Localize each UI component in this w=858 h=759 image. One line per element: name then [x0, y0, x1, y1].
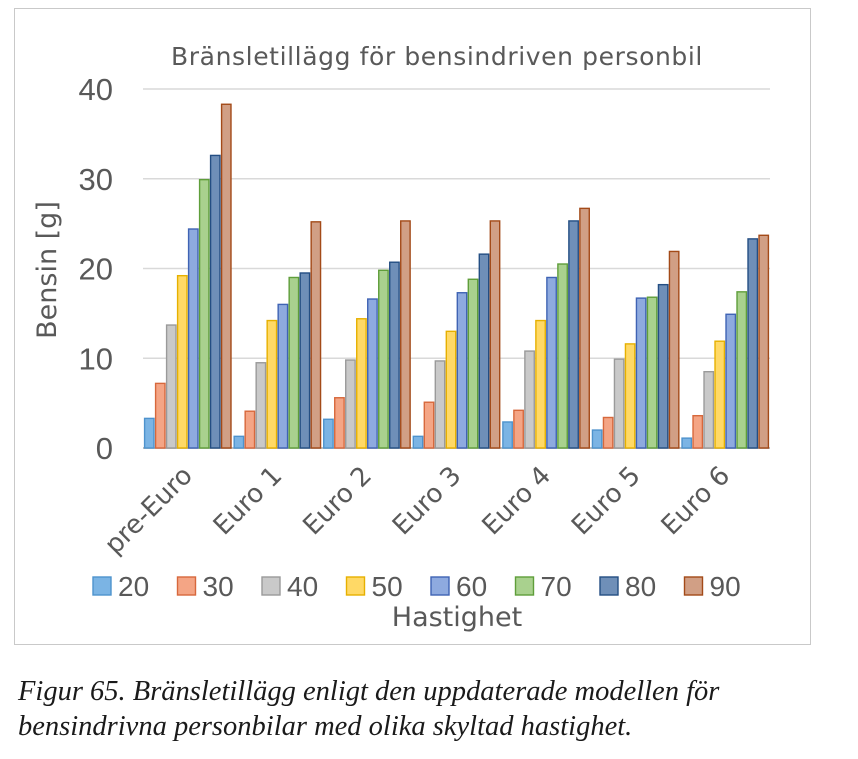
caption-line-2: bensindrivna personbilar med olika skylt…: [18, 711, 633, 742]
x-axis-label: Hastighet: [392, 602, 522, 633]
bar-euro-2-60: [367, 298, 378, 449]
bar-euro-2-50: [356, 318, 367, 449]
bar-euro-1-60: [277, 303, 289, 449]
bar-pre-euro-80: [209, 154, 221, 449]
bar-euro-4-80: [568, 220, 579, 449]
bar-euro-1-90: [310, 221, 322, 449]
y-tick-label: 0: [96, 431, 113, 466]
bar-euro-3-40: [434, 360, 446, 449]
bar-euro-2-90: [400, 220, 411, 449]
bar-chart: Bränsletillägg för bensindriven personbi…: [32, 42, 770, 633]
bar-euro-2-70: [378, 269, 389, 449]
bar-euro-6-30: [692, 414, 704, 449]
bar-euro-6-80: [747, 238, 759, 449]
bar-euro-6-60: [725, 313, 737, 449]
bar-euro-4-50: [535, 319, 546, 449]
legend-swatch-60: [430, 576, 450, 596]
bar-euro-6-50: [714, 340, 726, 449]
bar-euro-4-20: [502, 421, 513, 449]
x-tick-label: Euro 5: [566, 461, 646, 541]
x-tick-label: Euro 1: [208, 461, 288, 541]
bar-pre-euro-50: [176, 274, 188, 449]
bar-euro-1-30: [244, 410, 256, 449]
y-tick-label: 20: [79, 252, 113, 287]
y-tick-label: 10: [79, 341, 113, 376]
bars: [143, 103, 770, 449]
bar-pre-euro-70: [198, 178, 210, 449]
bar-euro-4-70: [557, 263, 568, 449]
bar-euro-2-80: [389, 261, 400, 449]
legend-label-90: 90: [710, 571, 741, 602]
bar-euro-5-40: [613, 358, 625, 449]
bar-euro-3-80: [478, 253, 490, 449]
legend-label-40: 40: [287, 571, 318, 602]
bar-euro-5-60: [635, 297, 647, 449]
bar-euro-5-20: [591, 429, 603, 449]
bar-euro-1-70: [288, 276, 300, 449]
bar-pre-euro-20: [143, 417, 155, 449]
legend-swatch-20: [92, 576, 112, 596]
legend-swatch-50: [345, 576, 366, 596]
bar-pre-euro-60: [187, 228, 199, 449]
caption-line-1: Figur 65. Bränsletillägg enligt den uppd…: [18, 676, 720, 707]
bar-euro-4-40: [524, 350, 535, 449]
legend: 20 30 40 50 60 70 80 90: [92, 571, 741, 602]
bar-euro-1-50: [266, 319, 278, 449]
x-tick-label: Euro 6: [656, 461, 736, 541]
figure-caption: Figur 65. Bränsletillägg enligt den uppd…: [18, 674, 858, 744]
legend-swatch-90: [683, 576, 704, 596]
bar-euro-5-70: [646, 296, 658, 449]
legend-swatch-80: [599, 576, 619, 596]
x-tick-label: Euro 4: [477, 461, 557, 541]
bar-euro-5-80: [657, 283, 669, 449]
bar-euro-3-90: [489, 220, 501, 449]
legend-swatch-70: [514, 576, 535, 596]
legend-swatch-40: [261, 576, 281, 596]
y-axis-label: Bensin [g]: [32, 201, 63, 339]
bar-euro-4-90: [579, 207, 590, 449]
bar-euro-5-30: [602, 416, 614, 449]
bar-euro-3-30: [423, 401, 435, 449]
bar-pre-euro-90: [220, 103, 232, 449]
chart-title: Bränsletillägg för bensindriven personbi…: [171, 42, 703, 71]
legend-label-70: 70: [541, 571, 572, 602]
bar-euro-1-40: [255, 362, 267, 449]
legend-swatch-30: [176, 576, 197, 596]
x-axis-ticks: pre-Euro Euro 1 Euro 2 Euro 3 Euro 4 Euro 5 Eu…: [99, 461, 736, 561]
bar-euro-1-80: [299, 272, 311, 449]
bar-pre-euro-30: [154, 382, 166, 449]
bar-euro-6-40: [703, 371, 715, 449]
chart-frame: Bränsletillägg för bensindriven personbi…: [14, 8, 811, 645]
x-tick-label: Euro 2: [297, 461, 377, 541]
bar-euro-5-50: [624, 343, 636, 449]
bar-euro-4-60: [546, 276, 557, 449]
bar-euro-2-30: [334, 397, 345, 449]
legend-label-30: 30: [203, 571, 234, 602]
bar-euro-2-40: [345, 359, 356, 449]
bar-euro-3-50: [445, 330, 457, 449]
bar-euro-3-70: [467, 278, 479, 449]
bar-euro-3-20: [412, 435, 424, 449]
x-tick-label: Euro 3: [387, 461, 467, 541]
legend-label-20: 20: [118, 571, 149, 602]
bar-euro-6-90: [758, 234, 770, 449]
legend-label-50: 50: [372, 571, 403, 602]
y-tick-label: 30: [79, 162, 113, 197]
bar-euro-6-70: [736, 291, 748, 449]
bar-euro-4-30: [513, 409, 524, 449]
bar-euro-3-60: [456, 292, 468, 449]
legend-label-80: 80: [625, 571, 656, 602]
x-tick-label: pre-Euro: [99, 461, 199, 561]
legend-label-60: 60: [456, 571, 487, 602]
bar-euro-2-20: [323, 418, 334, 449]
y-tick-label: 40: [79, 72, 113, 107]
bar-pre-euro-40: [165, 324, 177, 449]
bar-euro-6-20: [681, 437, 693, 449]
bar-euro-1-20: [233, 435, 245, 449]
y-axis-ticks: 0 10 20 30 40: [79, 72, 113, 466]
bar-euro-5-90: [668, 250, 680, 449]
